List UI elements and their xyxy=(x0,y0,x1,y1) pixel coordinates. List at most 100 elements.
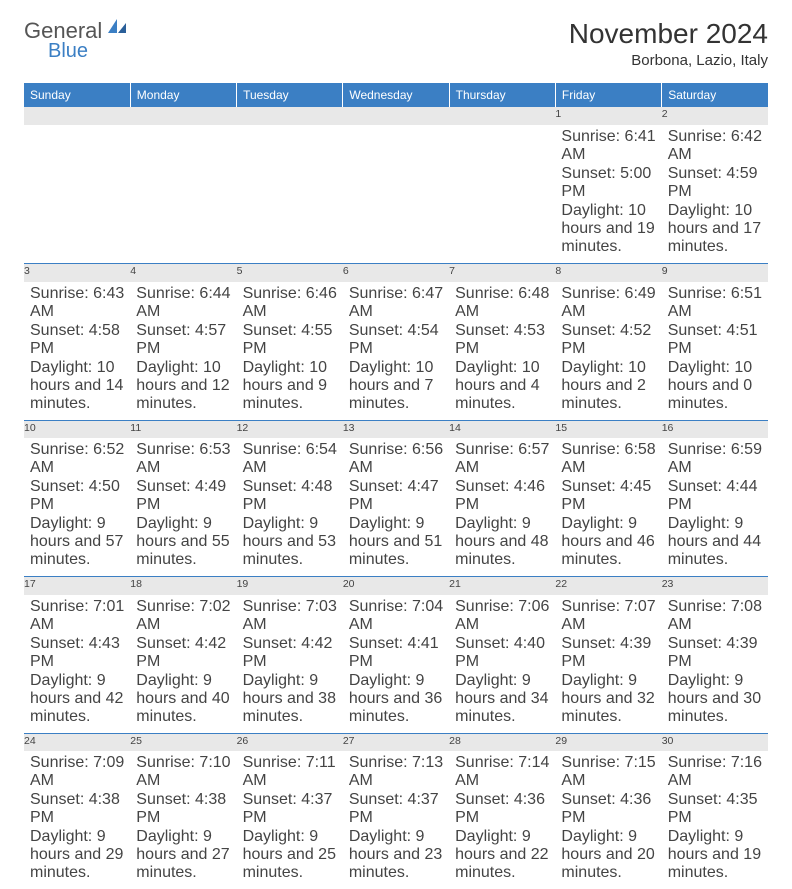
sunset-text: Sunset: 4:57 PM xyxy=(136,322,230,358)
day-details-cell: Sunrise: 6:49 AMSunset: 4:52 PMDaylight:… xyxy=(555,282,661,421)
sunrise-text: Sunrise: 7:08 AM xyxy=(668,598,762,634)
daylight-text: Daylight: 9 hours and 19 minutes. xyxy=(668,828,762,882)
daylight-text: Daylight: 10 hours and 2 minutes. xyxy=(561,359,655,413)
brand-name-2: Blue xyxy=(48,40,88,63)
daynum-row: 24252627282930 xyxy=(24,733,768,751)
day-number-cell: 21 xyxy=(449,577,555,595)
day-details-cell: Sunrise: 7:08 AMSunset: 4:39 PMDaylight:… xyxy=(662,595,768,734)
location: Borbona, Lazio, Italy xyxy=(569,52,768,69)
weekday-header: Tuesday xyxy=(237,83,343,107)
daylight-text: Daylight: 10 hours and 12 minutes. xyxy=(136,359,230,413)
sunrise-text: Sunrise: 6:52 AM xyxy=(30,441,124,477)
daylight-text: Daylight: 9 hours and 53 minutes. xyxy=(243,515,337,569)
day-number-cell: 30 xyxy=(662,733,768,751)
day-details-cell: Sunrise: 7:10 AMSunset: 4:38 PMDaylight:… xyxy=(130,751,236,889)
day-details-cell: Sunrise: 7:04 AMSunset: 4:41 PMDaylight:… xyxy=(343,595,449,734)
day-number-cell xyxy=(24,107,130,125)
day-number-cell: 10 xyxy=(24,420,130,438)
day-details-cell xyxy=(130,125,236,264)
daynum-row: 10111213141516 xyxy=(24,420,768,438)
sunrise-text: Sunrise: 6:46 AM xyxy=(243,285,337,321)
day-details-cell: Sunrise: 7:16 AMSunset: 4:35 PMDaylight:… xyxy=(662,751,768,889)
day-details-cell: Sunrise: 6:47 AMSunset: 4:54 PMDaylight:… xyxy=(343,282,449,421)
sunset-text: Sunset: 4:46 PM xyxy=(455,478,549,514)
weekday-header-row: SundayMondayTuesdayWednesdayThursdayFrid… xyxy=(24,83,768,107)
day-details-cell: Sunrise: 6:44 AMSunset: 4:57 PMDaylight:… xyxy=(130,282,236,421)
day-number-cell: 7 xyxy=(449,264,555,282)
brand-logo: General Blue xyxy=(24,18,128,44)
sunset-text: Sunset: 4:55 PM xyxy=(243,322,337,358)
day-details-cell: Sunrise: 6:43 AMSunset: 4:58 PMDaylight:… xyxy=(24,282,130,421)
sunrise-text: Sunrise: 6:47 AM xyxy=(349,285,443,321)
sunset-text: Sunset: 4:47 PM xyxy=(349,478,443,514)
sunset-text: Sunset: 4:37 PM xyxy=(349,791,443,827)
day-details-cell: Sunrise: 7:06 AMSunset: 4:40 PMDaylight:… xyxy=(449,595,555,734)
sunset-text: Sunset: 4:36 PM xyxy=(455,791,549,827)
daylight-text: Daylight: 9 hours and 44 minutes. xyxy=(668,515,762,569)
sunrise-text: Sunrise: 7:04 AM xyxy=(349,598,443,634)
details-row: Sunrise: 7:01 AMSunset: 4:43 PMDaylight:… xyxy=(24,595,768,734)
details-row: Sunrise: 6:52 AMSunset: 4:50 PMDaylight:… xyxy=(24,438,768,577)
day-number-cell: 24 xyxy=(24,733,130,751)
daylight-text: Daylight: 9 hours and 34 minutes. xyxy=(455,672,549,726)
day-number-cell: 2 xyxy=(662,107,768,125)
day-number-cell: 29 xyxy=(555,733,661,751)
daylight-text: Daylight: 9 hours and 55 minutes. xyxy=(136,515,230,569)
day-details-cell: Sunrise: 6:57 AMSunset: 4:46 PMDaylight:… xyxy=(449,438,555,577)
sunset-text: Sunset: 4:36 PM xyxy=(561,791,655,827)
daynum-row: 17181920212223 xyxy=(24,577,768,595)
daylight-text: Daylight: 9 hours and 30 minutes. xyxy=(668,672,762,726)
daylight-text: Daylight: 9 hours and 40 minutes. xyxy=(136,672,230,726)
sunrise-text: Sunrise: 6:48 AM xyxy=(455,285,549,321)
day-details-cell xyxy=(449,125,555,264)
day-number-cell: 19 xyxy=(237,577,343,595)
day-number-cell: 27 xyxy=(343,733,449,751)
sunset-text: Sunset: 4:44 PM xyxy=(668,478,762,514)
details-row: Sunrise: 7:09 AMSunset: 4:38 PMDaylight:… xyxy=(24,751,768,889)
day-details-cell: Sunrise: 7:07 AMSunset: 4:39 PMDaylight:… xyxy=(555,595,661,734)
daylight-text: Daylight: 9 hours and 57 minutes. xyxy=(30,515,124,569)
sunset-text: Sunset: 4:37 PM xyxy=(243,791,337,827)
weekday-header: Thursday xyxy=(449,83,555,107)
day-number-cell xyxy=(130,107,236,125)
day-number-cell: 14 xyxy=(449,420,555,438)
sunrise-text: Sunrise: 6:49 AM xyxy=(561,285,655,321)
sunrise-text: Sunrise: 7:11 AM xyxy=(243,754,337,790)
day-number-cell: 20 xyxy=(343,577,449,595)
sunset-text: Sunset: 4:42 PM xyxy=(136,635,230,671)
sail-icon xyxy=(106,17,128,42)
day-number-cell: 13 xyxy=(343,420,449,438)
daylight-text: Daylight: 9 hours and 25 minutes. xyxy=(243,828,337,882)
weekday-header: Sunday xyxy=(24,83,130,107)
daylight-text: Daylight: 10 hours and 4 minutes. xyxy=(455,359,549,413)
day-details-cell: Sunrise: 7:14 AMSunset: 4:36 PMDaylight:… xyxy=(449,751,555,889)
sunrise-text: Sunrise: 7:10 AM xyxy=(136,754,230,790)
title-block: November 2024 Borbona, Lazio, Italy xyxy=(569,18,768,69)
header: General Blue November 2024 Borbona, Lazi… xyxy=(24,18,768,69)
sunset-text: Sunset: 5:00 PM xyxy=(561,165,655,201)
daylight-text: Daylight: 9 hours and 22 minutes. xyxy=(455,828,549,882)
details-row: Sunrise: 6:41 AMSunset: 5:00 PMDaylight:… xyxy=(24,125,768,264)
sunset-text: Sunset: 4:48 PM xyxy=(243,478,337,514)
daylight-text: Daylight: 9 hours and 48 minutes. xyxy=(455,515,549,569)
day-details-cell xyxy=(343,125,449,264)
day-number-cell xyxy=(343,107,449,125)
sunrise-text: Sunrise: 6:42 AM xyxy=(668,128,762,164)
daylight-text: Daylight: 9 hours and 27 minutes. xyxy=(136,828,230,882)
day-number-cell: 11 xyxy=(130,420,236,438)
sunrise-text: Sunrise: 7:16 AM xyxy=(668,754,762,790)
sunset-text: Sunset: 4:39 PM xyxy=(668,635,762,671)
day-number-cell: 17 xyxy=(24,577,130,595)
daynum-row: 12 xyxy=(24,107,768,125)
day-details-cell: Sunrise: 6:58 AMSunset: 4:45 PMDaylight:… xyxy=(555,438,661,577)
sunrise-text: Sunrise: 6:58 AM xyxy=(561,441,655,477)
sunset-text: Sunset: 4:49 PM xyxy=(136,478,230,514)
day-number-cell: 22 xyxy=(555,577,661,595)
day-number-cell: 8 xyxy=(555,264,661,282)
daylight-text: Daylight: 9 hours and 38 minutes. xyxy=(243,672,337,726)
weekday-header: Monday xyxy=(130,83,236,107)
sunset-text: Sunset: 4:41 PM xyxy=(349,635,443,671)
daylight-text: Daylight: 9 hours and 32 minutes. xyxy=(561,672,655,726)
sunrise-text: Sunrise: 7:06 AM xyxy=(455,598,549,634)
daylight-text: Daylight: 10 hours and 9 minutes. xyxy=(243,359,337,413)
